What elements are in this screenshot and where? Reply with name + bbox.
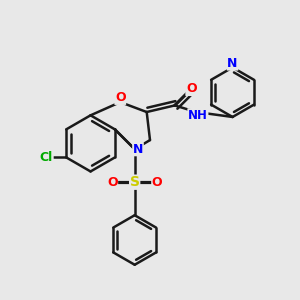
Text: N: N [227,57,238,70]
Text: O: O [186,82,196,95]
Text: Cl: Cl [40,151,53,164]
Text: O: O [115,91,126,104]
Text: NH: NH [188,109,208,122]
Text: S: S [130,175,140,189]
Text: N: N [133,143,143,156]
Text: O: O [152,176,162,189]
Text: O: O [107,176,118,189]
